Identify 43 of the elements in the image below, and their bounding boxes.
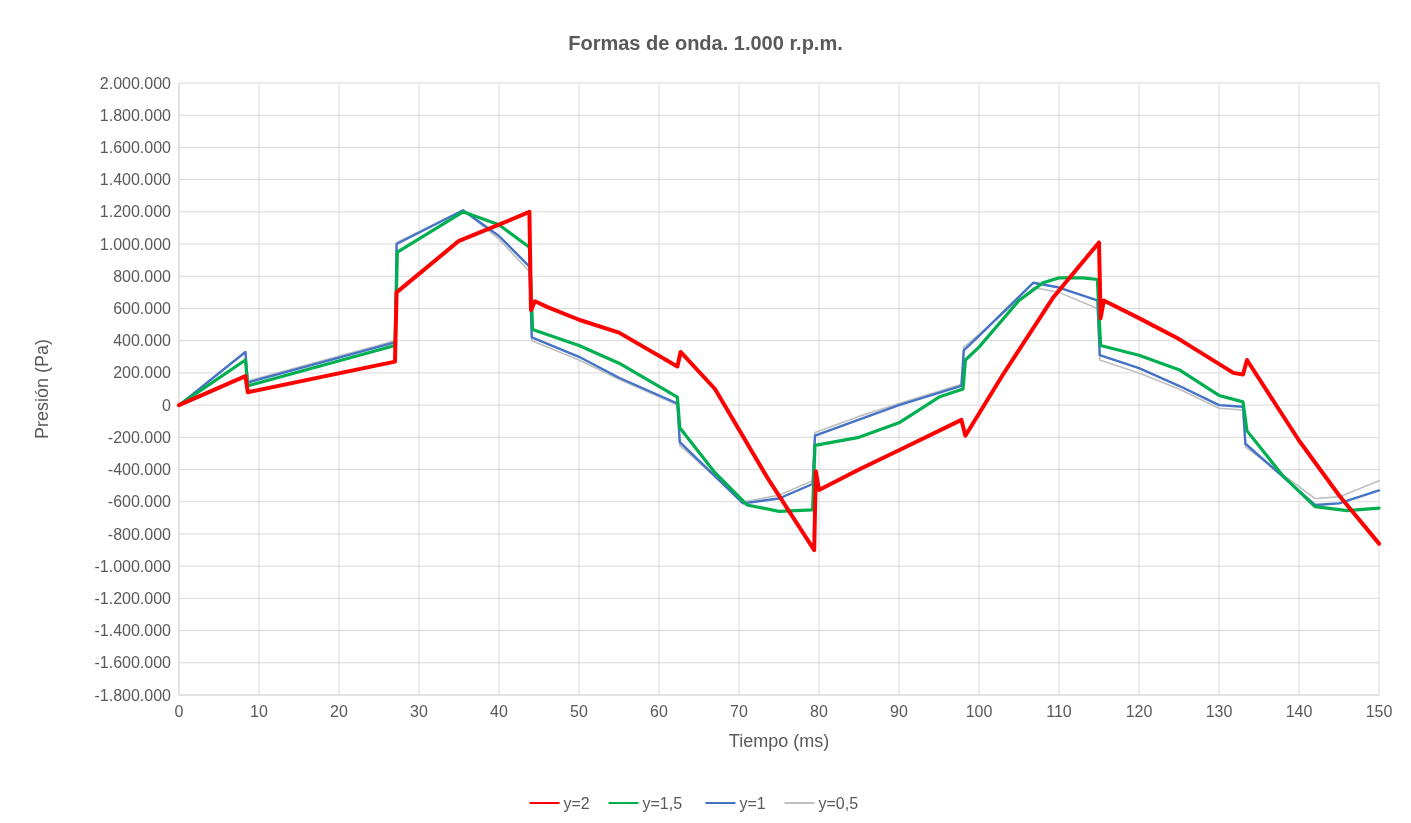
x-tick-label: 60 bbox=[650, 703, 668, 720]
y-tick-label: 400.000 bbox=[113, 332, 172, 350]
legend-label: y=0,5 bbox=[818, 794, 859, 812]
x-tick-label: 10 bbox=[250, 703, 268, 720]
x-tick-label: 150 bbox=[1365, 703, 1393, 720]
y-tick-label: -1.600.000 bbox=[94, 654, 172, 672]
y-tick-label: 200.000 bbox=[113, 364, 172, 382]
y-tick-label: -1.200.000 bbox=[94, 589, 172, 607]
x-tick-label: 30 bbox=[410, 703, 428, 720]
x-tick-label: 50 bbox=[570, 703, 588, 720]
x-tick-label: 100 bbox=[965, 703, 993, 720]
x-tick-label: 40 bbox=[490, 703, 508, 720]
x-tick-label: 0 bbox=[174, 703, 184, 720]
x-tick-label: 70 bbox=[730, 703, 748, 720]
y-tick-label: -600.000 bbox=[107, 493, 172, 511]
x-tick-label: 110 bbox=[1046, 703, 1072, 720]
y-tick-label: 1.200.000 bbox=[99, 203, 172, 221]
x-tick-label: 20 bbox=[330, 703, 348, 720]
legend-label: y=1 bbox=[739, 794, 766, 812]
y-tick-label: -1.000.000 bbox=[94, 557, 172, 575]
x-tick-label: 130 bbox=[1205, 703, 1233, 720]
x-tick-label: 120 bbox=[1125, 703, 1153, 720]
y-tick-label: 1.000.000 bbox=[99, 235, 172, 253]
x-tick-label: 90 bbox=[890, 703, 908, 720]
x-axis-title: Tiempo (ms) bbox=[728, 731, 830, 751]
y-axis-title: Presión (Pa) bbox=[32, 338, 52, 440]
y-tick-label: 1.800.000 bbox=[99, 106, 172, 124]
y-tick-label: 800.000 bbox=[113, 267, 172, 285]
chart-title: Formas de onda. 1.000 r.p.m. bbox=[568, 32, 843, 54]
legend-label: y=2 bbox=[563, 794, 590, 812]
x-tick-label: 140 bbox=[1285, 703, 1313, 720]
y-tick-label: 1.600.000 bbox=[99, 139, 172, 157]
y-tick-label: -400.000 bbox=[107, 461, 172, 479]
x-tick-label: 80 bbox=[810, 703, 828, 720]
y-tick-label: -1.800.000 bbox=[94, 686, 172, 704]
y-tick-label: -1.400.000 bbox=[94, 622, 172, 640]
y-tick-label: -200.000 bbox=[107, 428, 172, 446]
y-tick-label: -800.000 bbox=[107, 525, 172, 543]
y-tick-label: 600.000 bbox=[113, 300, 172, 318]
y-tick-label: 0 bbox=[162, 396, 172, 414]
legend-label: y=1,5 bbox=[642, 794, 683, 812]
y-tick-label: 1.400.000 bbox=[99, 171, 172, 189]
y-tick-label: 2.000.000 bbox=[99, 74, 172, 92]
